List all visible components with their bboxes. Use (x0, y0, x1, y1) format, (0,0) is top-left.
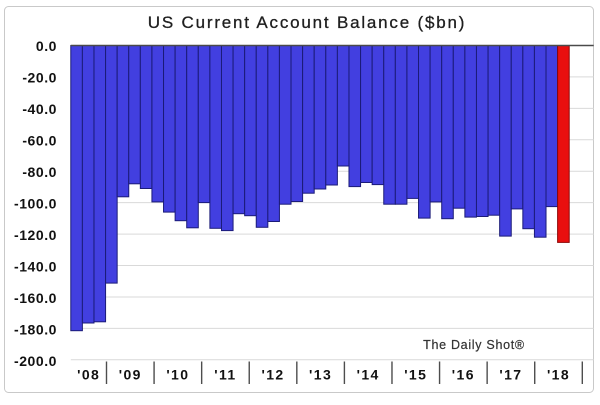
svg-text:'18: '18 (547, 367, 570, 383)
svg-text:-40.0: -40.0 (22, 101, 57, 117)
svg-text:'16: '16 (452, 367, 475, 383)
svg-text:-100.0: -100.0 (14, 195, 57, 211)
svg-text:-180.0: -180.0 (14, 321, 57, 337)
svg-text:'17: '17 (499, 367, 522, 383)
svg-text:The Daily Shot®: The Daily Shot® (423, 338, 525, 352)
svg-text:-120.0: -120.0 (14, 227, 57, 243)
svg-text:'11: '11 (214, 367, 236, 383)
svg-text:-80.0: -80.0 (22, 164, 57, 180)
svg-text:'15: '15 (404, 367, 427, 383)
svg-text:'14: '14 (357, 367, 380, 383)
svg-text:-20.0: -20.0 (22, 69, 57, 85)
svg-text:'10: '10 (166, 367, 189, 383)
svg-text:'12: '12 (261, 367, 284, 383)
svg-text:'13: '13 (309, 367, 332, 383)
svg-text:-200.0: -200.0 (14, 353, 57, 369)
svg-text:0.0: 0.0 (36, 38, 57, 54)
svg-text:'09: '09 (119, 367, 142, 383)
svg-text:US Current Account Balance ($b: US Current Account Balance ($bn) (148, 13, 466, 32)
svg-text:'08: '08 (77, 367, 100, 383)
svg-text:-60.0: -60.0 (22, 132, 57, 148)
svg-text:-160.0: -160.0 (14, 290, 57, 306)
svg-text:-140.0: -140.0 (14, 258, 57, 274)
